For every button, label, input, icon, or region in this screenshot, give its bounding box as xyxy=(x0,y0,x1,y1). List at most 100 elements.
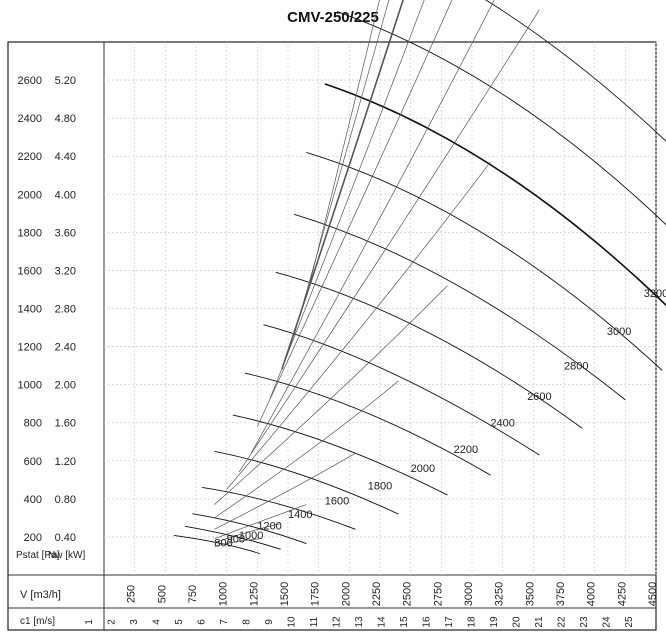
power-axis-label: Nw [kW] xyxy=(48,550,85,561)
power-tick-label: 0.80 xyxy=(55,494,76,506)
flow-tick-label: 3000 xyxy=(463,582,475,606)
flow-tick-label: 2750 xyxy=(432,582,444,606)
curve-label-800: 800 xyxy=(214,537,232,549)
power-tick-label: 4.00 xyxy=(55,189,76,201)
power-curve-3200 xyxy=(306,0,380,298)
curve-label-3200: 3200 xyxy=(644,288,666,300)
power-tick-label: 2.80 xyxy=(55,304,76,316)
power-tick-label: 1.20 xyxy=(55,456,76,468)
power-tick-label: 1.60 xyxy=(55,418,76,430)
velocity-tick-label: 6 xyxy=(197,619,208,625)
velocity-tick-label: 11 xyxy=(309,616,320,627)
velocity-tick-label: 20 xyxy=(512,616,523,628)
pressure-curve-1000 xyxy=(192,513,307,545)
pressure-curve-2800 xyxy=(324,83,666,307)
flow-tick-label: 3500 xyxy=(524,582,536,606)
power-tick-label: 4.40 xyxy=(55,151,76,163)
velocity-tick-label: 18 xyxy=(467,616,478,628)
curve-label-1800: 1800 xyxy=(368,480,392,492)
pressure-curve-2400 xyxy=(294,213,626,401)
flow-tick-label: 3750 xyxy=(555,582,567,606)
flow-tick-label: 250 xyxy=(126,585,138,603)
velocity-tick-label: 7 xyxy=(219,619,230,625)
flow-tick-label: 750 xyxy=(187,585,199,603)
power-curve-2400 xyxy=(257,0,453,427)
power-tick-label: 3.20 xyxy=(55,265,76,277)
pressure-tick-label: 2000 xyxy=(18,189,42,201)
flow-tick-label: 1750 xyxy=(310,582,322,606)
curve-label-1400: 1400 xyxy=(288,509,312,521)
curve-label-900: 900 xyxy=(227,534,245,546)
curve-label-2800: 2800 xyxy=(564,360,588,372)
curve-label-3000: 3000 xyxy=(607,326,631,338)
y-axis-labels: 200 0.40 400 0.80 600 1.20 800 1.60 1000 2.00 1200… xyxy=(16,75,85,561)
pressure-curve-1600 xyxy=(232,414,448,496)
flow-tick-label: 1500 xyxy=(279,582,291,606)
flow-tick-label: 4500 xyxy=(647,582,659,606)
flow-tick-label: 4000 xyxy=(586,582,598,606)
performance-curves xyxy=(173,0,666,555)
pressure-curve-2200 xyxy=(275,271,583,429)
curve-label-2600: 2600 xyxy=(527,391,551,403)
flow-tick-label: 3250 xyxy=(494,582,506,606)
velocity-tick-label: 10 xyxy=(287,616,298,628)
pressure-tick-label: 1000 xyxy=(18,380,42,392)
power-curve-1000 xyxy=(214,504,307,540)
plot-frame xyxy=(7,41,657,631)
curve-label-1000: 1000 xyxy=(239,530,263,542)
velocity-tick-label: 4 xyxy=(152,619,163,625)
velocity-tick-label: 12 xyxy=(332,616,343,628)
velocity-tick-label: 14 xyxy=(377,616,388,628)
power-tick-label: 5.20 xyxy=(55,75,76,87)
power-curve-2200 xyxy=(250,0,495,454)
pressure-tick-label: 1200 xyxy=(18,342,42,354)
power-tick-label: 3.60 xyxy=(55,227,76,239)
velocity-tick-label: 5 xyxy=(174,619,185,625)
velocity-tick-label: 8 xyxy=(242,619,253,625)
flow-tick-label: 2000 xyxy=(340,582,352,606)
power-curve-2600 xyxy=(269,0,425,400)
power-curve-3000 xyxy=(293,0,390,336)
pressure-tick-label: 2600 xyxy=(18,75,42,87)
velocity-tick-label: 3 xyxy=(129,619,140,625)
curve-label-1200: 1200 xyxy=(257,520,281,532)
pressure-curve-1400 xyxy=(214,450,399,515)
grid-lines xyxy=(8,42,657,630)
power-curve-1600 xyxy=(214,285,448,505)
pressure-tick-label: 800 xyxy=(24,418,42,430)
flow-tick-label: 1000 xyxy=(218,582,230,606)
pressure-curve-1800 xyxy=(244,372,491,476)
pressure-tick-label: 600 xyxy=(24,456,42,468)
x-axis-labels: 250 500 750 1000 1250 1500 1750 2000 2250 2500 275… xyxy=(20,582,659,628)
pressure-tick-label: 1400 xyxy=(18,304,42,316)
pressure-curve-800 xyxy=(173,534,260,555)
pressure-curve-1200 xyxy=(202,486,356,530)
flow-tick-label: 4250 xyxy=(616,582,628,606)
pressure-tick-label: 1600 xyxy=(18,265,42,277)
power-curve-2000 xyxy=(238,9,540,473)
power-curve-1400 xyxy=(214,380,399,519)
flow-tick-label: 500 xyxy=(156,585,168,603)
velocity-axis-label: c1 [m/s] xyxy=(20,616,55,627)
velocity-tick-label: 15 xyxy=(399,616,410,628)
velocity-tick-label: 25 xyxy=(624,616,635,628)
velocity-tick-label: 2 xyxy=(107,619,118,625)
velocity-tick-label: 21 xyxy=(534,616,545,628)
curve-label-2400: 2400 xyxy=(490,418,514,430)
curve-label-1600: 1600 xyxy=(325,496,349,508)
pressure-tick-label: 200 xyxy=(24,532,42,544)
pressure-curve-2000 xyxy=(263,324,540,456)
chart-title: CMV-250/225 xyxy=(287,9,379,26)
velocity-tick-label: 19 xyxy=(489,616,500,628)
pressure-curve-3000 xyxy=(336,11,666,226)
pressure-tick-label: 2200 xyxy=(18,151,42,163)
velocity-tick-label: 23 xyxy=(579,616,590,628)
pressure-tick-label: 400 xyxy=(24,494,42,506)
power-curve-1200 xyxy=(214,452,356,530)
power-curve-2800 xyxy=(281,0,404,370)
power-curve-1800 xyxy=(226,161,491,490)
power-tick-label: 0.40 xyxy=(55,532,76,544)
